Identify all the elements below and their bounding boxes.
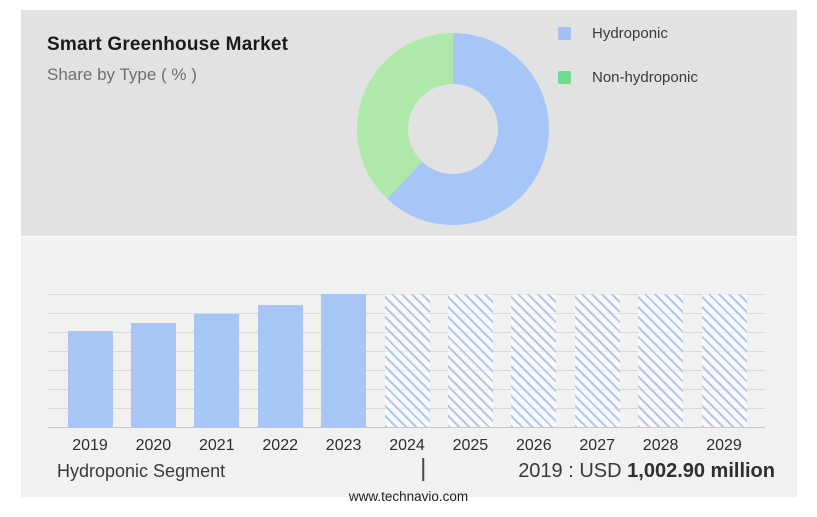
x-axis-line (48, 427, 765, 428)
x-axis-label-2024: 2024 (389, 437, 425, 454)
bar-chart-panel: 2019 2020 2021 2022 2023 2024 2025 2026 2027 2028… (21, 237, 797, 497)
legend-label: Hydroponic (592, 24, 668, 42)
bar-2024-forecast (384, 294, 430, 427)
page-title: Smart Greenhouse Market (47, 34, 289, 55)
legend-swatch-icon (558, 26, 571, 40)
header-panel: Smart Greenhouse Market Share by Type ( … (21, 10, 797, 236)
x-axis-label-2026: 2026 (516, 437, 552, 454)
bar-2026-forecast (511, 294, 557, 427)
legend-item-hydroponic: Hydroponic (558, 24, 698, 42)
donut-chart (357, 33, 549, 225)
bar-2027-forecast (574, 294, 620, 427)
donut-hole (408, 84, 498, 174)
legend-swatch-icon (558, 70, 571, 84)
bar-2020 (130, 323, 176, 427)
header-titles: Smart Greenhouse Market Share by Type ( … (47, 34, 288, 85)
value-prefix: 2019 : USD (518, 460, 622, 482)
x-axis-label-2021: 2021 (199, 437, 235, 454)
legend-item-non-hydroponic: Non-hydroponic (558, 68, 698, 86)
bar-2028-forecast (638, 294, 684, 427)
x-axis-label-2019: 2019 (72, 437, 108, 454)
x-axis-label-2027: 2027 (579, 437, 615, 454)
legend-label: Non-hydroponic (592, 68, 698, 86)
value-annotation: 2019 : USD 1,002.90 million (518, 460, 775, 483)
bar-2019 (67, 331, 113, 427)
x-axis-label-2028: 2028 (642, 437, 679, 454)
bar-2029-forecast (701, 294, 747, 427)
bar-2021 (194, 314, 240, 427)
page-subtitle: Share by Type ( % ) (47, 65, 197, 84)
x-axis-label-2020: 2020 (135, 437, 172, 454)
x-axis-label-2029: 2029 (706, 437, 742, 454)
segment-label: Hydroponic Segment (57, 461, 226, 481)
bar-2023 (321, 294, 367, 427)
bar-2022 (257, 305, 303, 427)
x-axis-label-2023: 2023 (325, 437, 362, 454)
caption-separator: | (420, 454, 427, 482)
legend: Hydroponic Non-hydroponic (558, 24, 698, 112)
value-bold: 1,002.90 million (627, 460, 775, 482)
x-axis-label-2025: 2025 (452, 437, 489, 454)
x-axis-label-2022: 2022 (262, 437, 298, 454)
bar-chart: 2019 2020 2021 2022 2023 2024 2025 2026 2027 2028… (48, 294, 765, 454)
website-url: www.technavio.com (348, 489, 469, 504)
bar-2025-forecast (447, 294, 493, 427)
